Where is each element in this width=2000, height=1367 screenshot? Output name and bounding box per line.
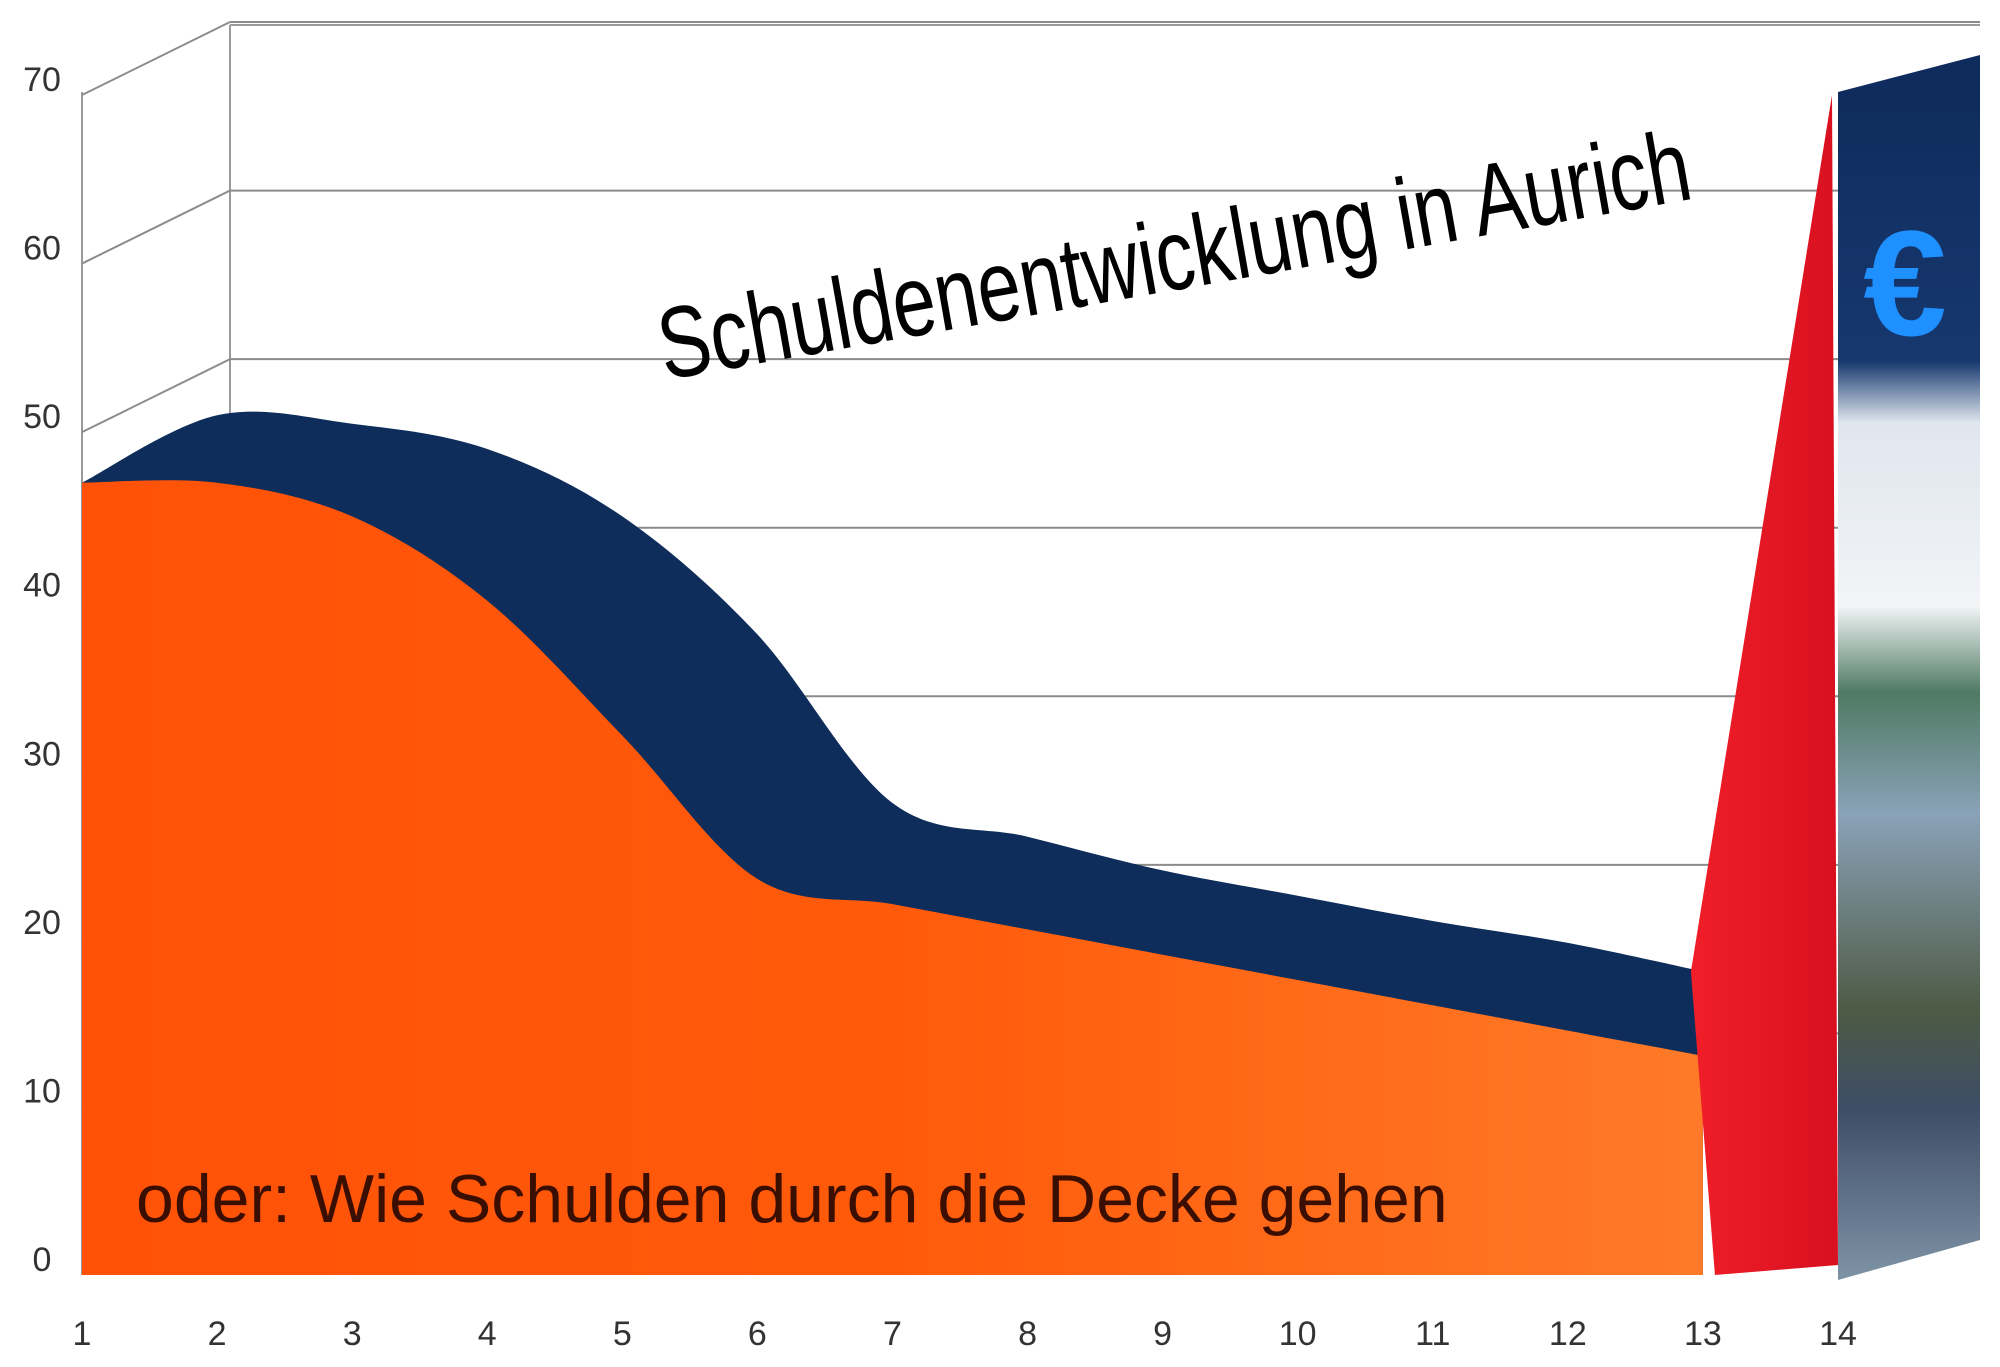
y-tick-label: 0	[33, 1241, 52, 1279]
x-tick-label: 9	[1153, 1315, 1172, 1353]
x-tick-label: 13	[1684, 1315, 1722, 1353]
y-tick-label: 70	[23, 61, 61, 99]
x-tick-label: 4	[478, 1315, 497, 1353]
side-panel-background	[1838, 55, 1980, 1280]
y-tick-label: 20	[23, 904, 61, 942]
y-tick-label: 10	[23, 1072, 61, 1110]
gridline-side	[81, 358, 231, 434]
x-tick-label: 6	[748, 1315, 767, 1353]
euro-sign-icon: €	[1863, 199, 1946, 367]
chart-title: Schuldenentwicklung in Aurich	[649, 109, 1699, 402]
gridline-side	[81, 21, 231, 96]
spike-area	[1690, 95, 1838, 1275]
x-tick-label: 10	[1279, 1315, 1317, 1353]
y-tick-label: 40	[23, 567, 61, 605]
data-areas	[82, 95, 1838, 1276]
x-axis-ticks: 1 2 3 4 5 6 7 8 9 10 11 12 13 14	[73, 1315, 1857, 1353]
x-tick-label: 12	[1549, 1315, 1587, 1353]
x-tick-label: 11	[1415, 1315, 1450, 1353]
gridline-side	[81, 189, 231, 265]
y-axis-ticks: 0 10 20 30 40 50 60 70	[23, 61, 61, 1279]
x-tick-label: 14	[1819, 1315, 1857, 1353]
x-tick-label: 5	[613, 1315, 632, 1353]
x-tick-label: 7	[883, 1315, 902, 1353]
side-panel: €	[1838, 55, 1980, 1280]
chart-subtitle: oder: Wie Schulden durch die Decke gehen	[136, 1161, 1448, 1237]
x-tick-label: 1	[73, 1315, 92, 1353]
area-series-1	[82, 480, 1703, 1276]
y-tick-label: 60	[23, 230, 61, 268]
x-tick-label: 2	[208, 1315, 227, 1353]
x-tick-label: 3	[343, 1315, 362, 1353]
x-tick-label: 8	[1018, 1315, 1037, 1353]
y-tick-label: 30	[23, 735, 61, 773]
y-tick-label: 50	[23, 398, 61, 436]
